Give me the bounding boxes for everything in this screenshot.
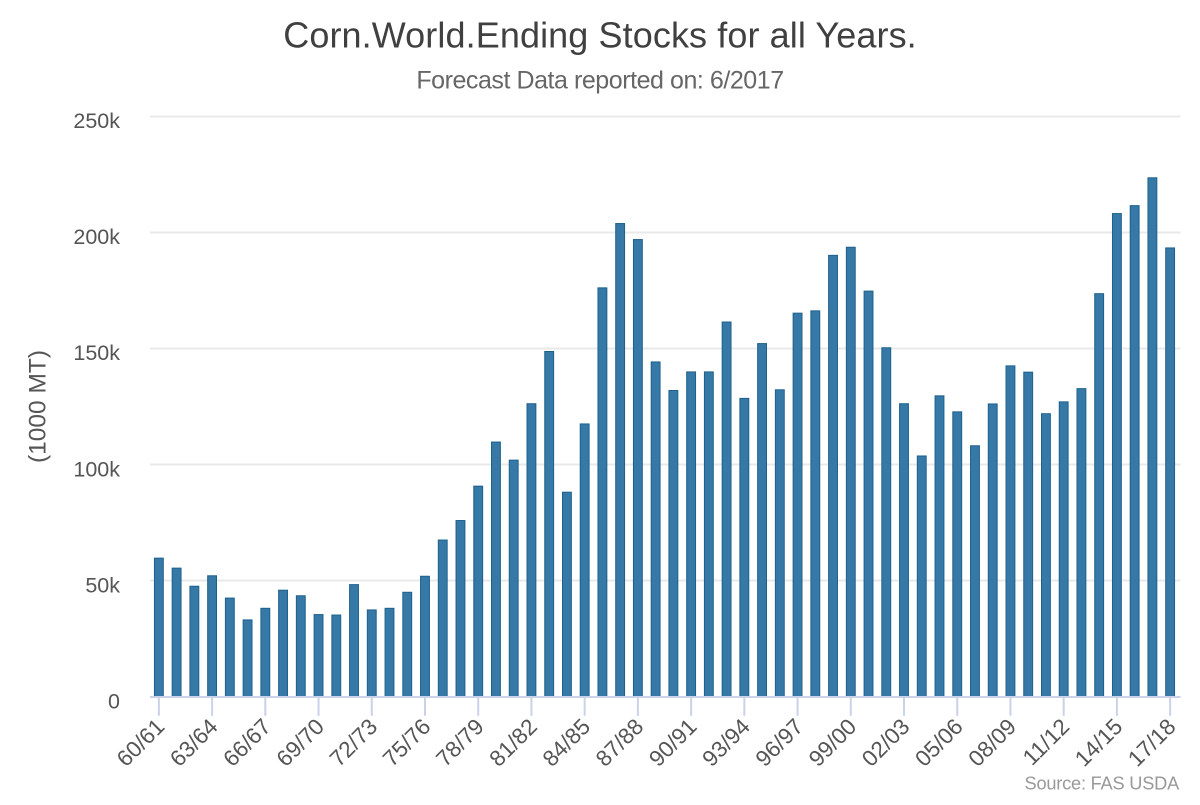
svg-text:200k: 200k <box>73 225 120 249</box>
svg-text:Forecast Data reported on: 6/2: Forecast Data reported on: 6/2017 <box>416 66 783 94</box>
svg-text:150k: 150k <box>73 341 120 365</box>
svg-text:250k: 250k <box>73 109 120 133</box>
svg-text:100k: 100k <box>73 457 120 481</box>
svg-text:Corn.World.Ending Stocks for a: Corn.World.Ending Stocks for all Years. <box>283 15 917 56</box>
svg-text:Source: FAS USDA: Source: FAS USDA <box>1025 773 1181 793</box>
svg-text:(1000 MT): (1000 MT) <box>25 350 52 463</box>
svg-text:50k: 50k <box>85 573 120 597</box>
svg-text:0: 0 <box>108 690 120 714</box>
